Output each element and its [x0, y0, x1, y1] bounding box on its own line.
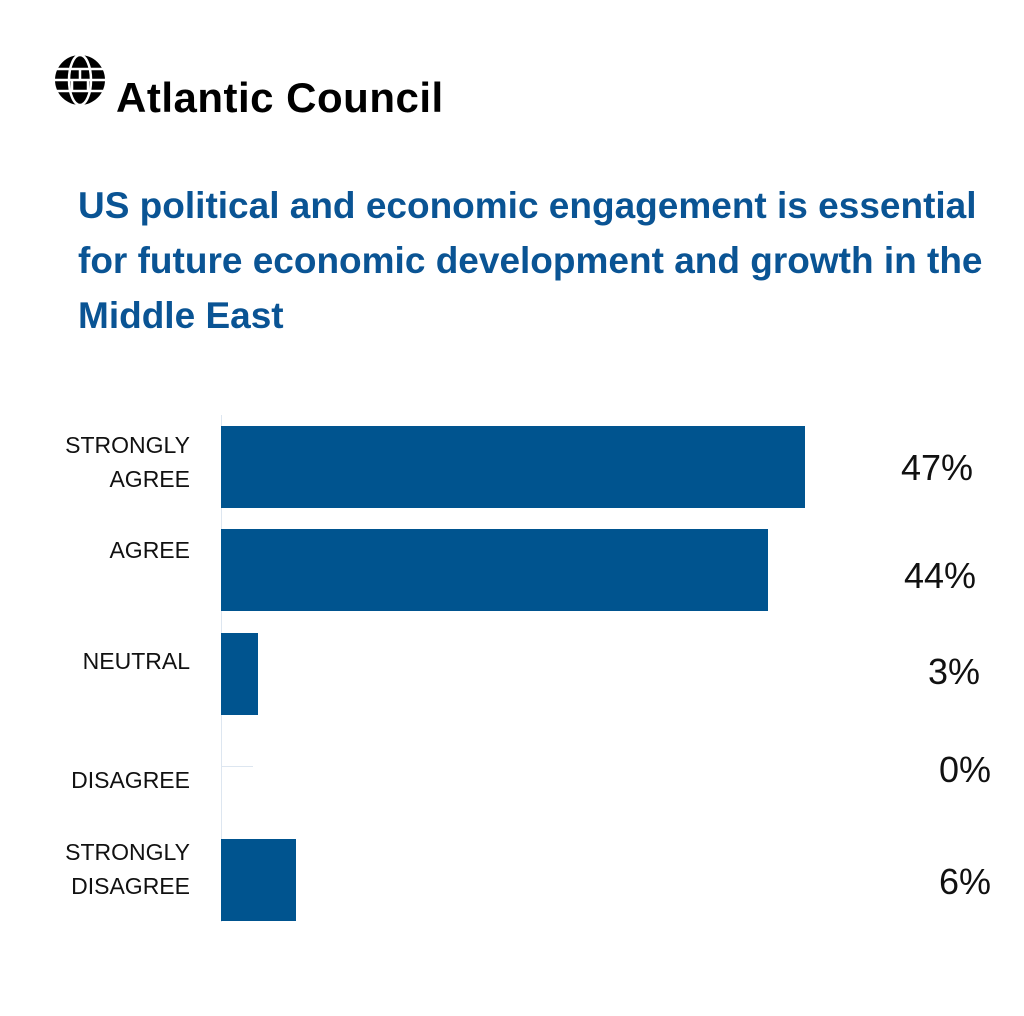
bar-0	[221, 426, 805, 508]
value-label: 44%	[903, 555, 976, 596]
bar-3	[221, 766, 253, 767]
value-label: 6%	[938, 861, 991, 902]
chart-title: US political and economic engagement is …	[78, 185, 983, 336]
category-label: DISAGREE	[71, 767, 190, 793]
value-label: 0%	[938, 749, 991, 790]
globe-icon	[55, 53, 105, 107]
category-label: AGREE	[109, 537, 190, 563]
value-label: 3%	[927, 651, 980, 692]
category-label: NEUTRAL	[82, 648, 190, 674]
bar-4	[221, 839, 296, 921]
brand-name: Atlantic Council	[116, 74, 444, 121]
bar-1	[221, 529, 768, 611]
category-label: STRONGLY DISAGREE	[65, 839, 190, 899]
category-label: STRONGLY AGREE	[65, 432, 190, 492]
logo	[54, 52, 106, 108]
bar-2	[221, 633, 259, 715]
value-label: 47%	[900, 447, 973, 488]
